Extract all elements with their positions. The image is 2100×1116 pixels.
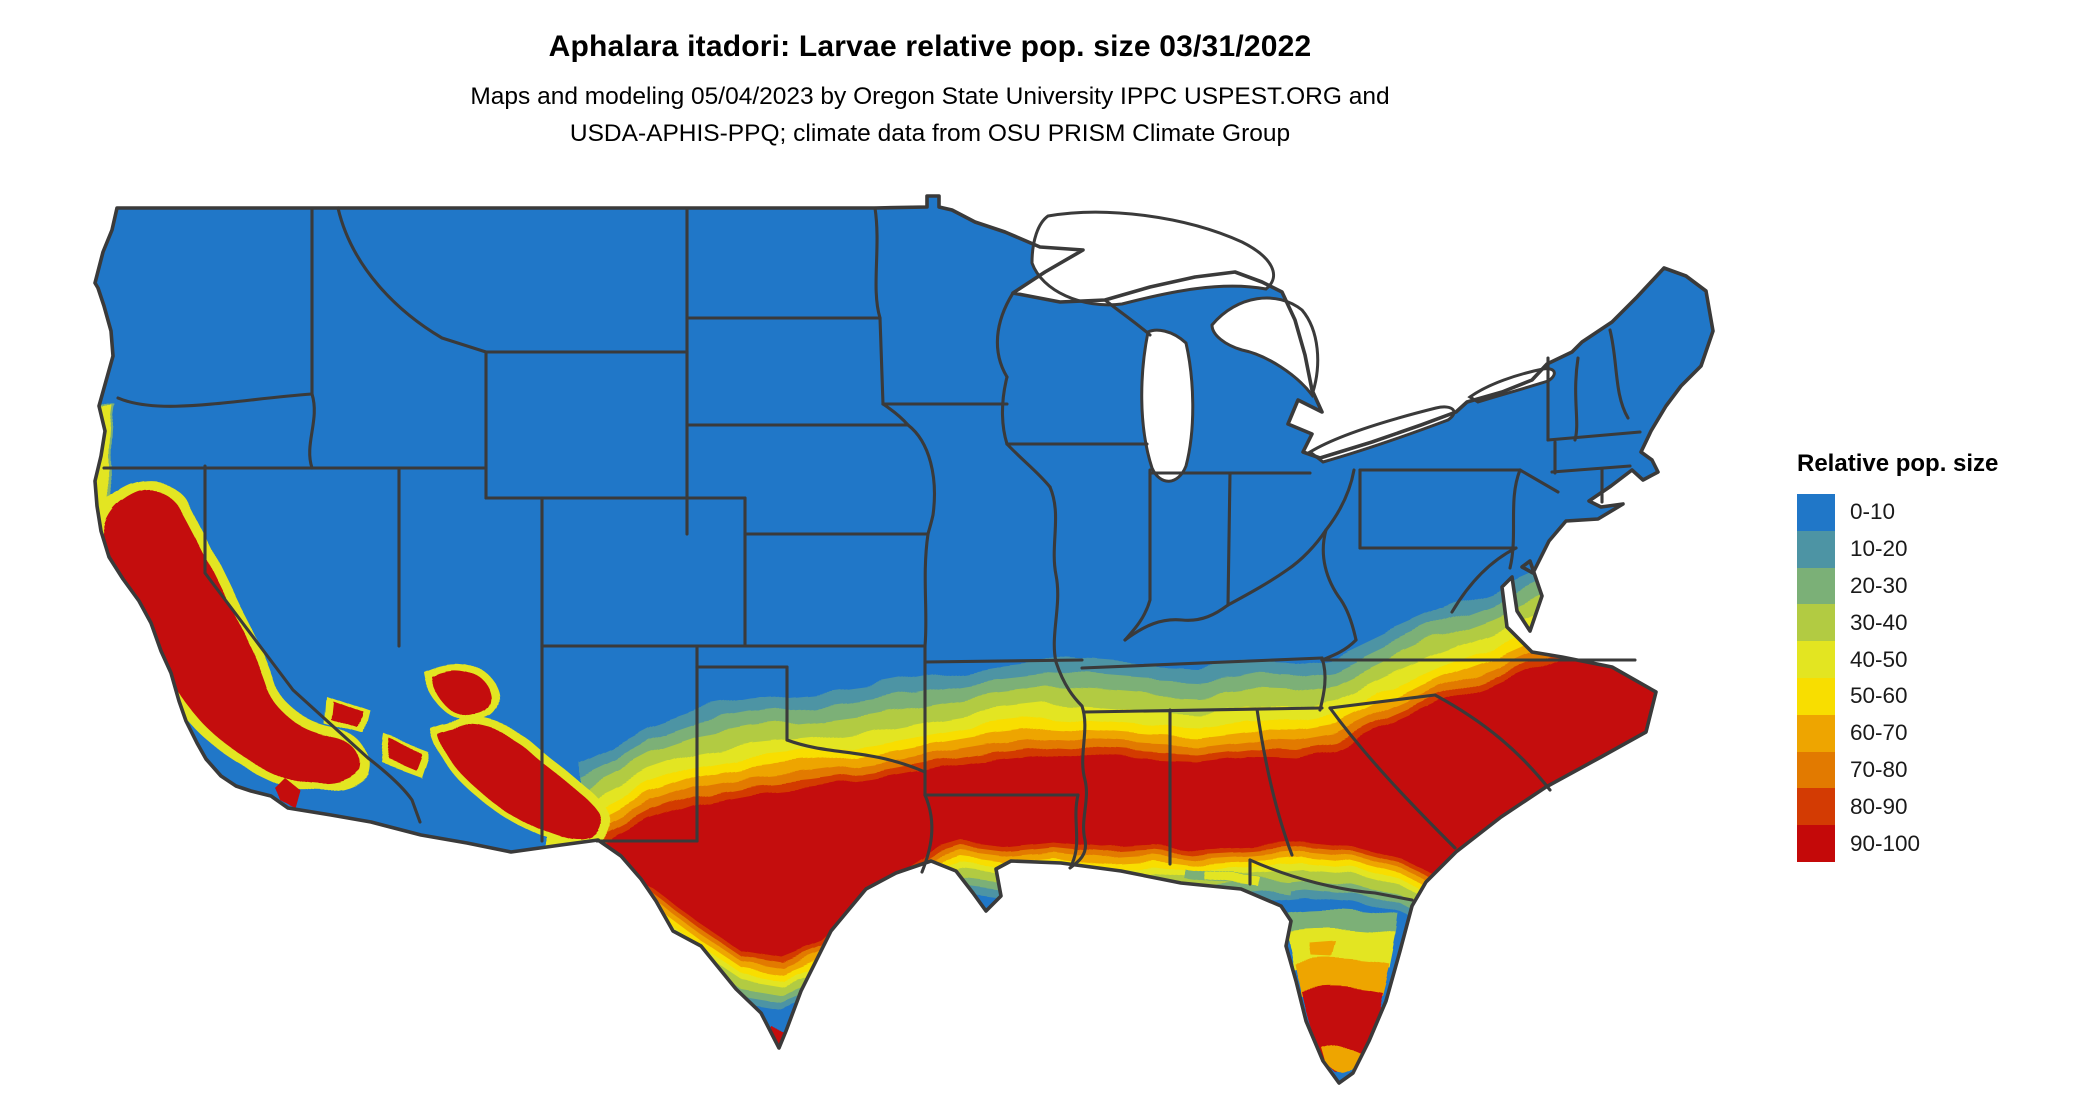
legend-swatch-20-30 bbox=[1797, 567, 1835, 605]
lake-superior bbox=[1030, 210, 1276, 307]
legend-label: 20-30 bbox=[1850, 572, 1908, 598]
subtitle-line-1: Maps and modeling 05/04/2023 by Oregon S… bbox=[470, 83, 1390, 110]
legend-label: 70-80 bbox=[1850, 756, 1908, 782]
legend-item-60-70: 60-70 bbox=[1797, 714, 1998, 752]
page-title: Aphalara itadori: Larvae relative pop. s… bbox=[548, 30, 1312, 63]
state-borders bbox=[102, 206, 1642, 902]
great-lakes bbox=[1030, 210, 1556, 483]
legend-swatch-0-10 bbox=[1797, 494, 1835, 531]
legend-label: 10-20 bbox=[1850, 536, 1908, 562]
band-90-100 bbox=[578, 576, 1713, 1035]
legend-swatch-10-20 bbox=[1797, 530, 1835, 568]
legend-item-80-90: 80-90 bbox=[1797, 788, 1998, 826]
legend-swatch-40-50 bbox=[1797, 641, 1835, 678]
legend-swatch-90-100 bbox=[1797, 825, 1835, 862]
legend-item-70-80: 70-80 bbox=[1797, 751, 1998, 789]
header: Aphalara itadori: Larvae relative pop. s… bbox=[0, 30, 1860, 152]
legend-label: 90-100 bbox=[1850, 830, 1921, 856]
legend-item-50-60: 50-60 bbox=[1797, 677, 1998, 715]
legend-swatch-30-40 bbox=[1797, 604, 1835, 642]
legend-swatch-70-80 bbox=[1797, 751, 1835, 789]
legend-item-10-20: 10-20 bbox=[1797, 530, 1998, 568]
us-map-svg bbox=[93, 194, 1715, 1085]
legend-swatch-80-90 bbox=[1797, 788, 1835, 826]
legend-label: 60-70 bbox=[1850, 720, 1908, 746]
legend-item-40-50: 40-50 bbox=[1797, 641, 1998, 678]
lake-michigan bbox=[1140, 328, 1195, 483]
legend-items: 0-10 10-20 20-30 30-40 40-50 50-60 60-70 70-80 8… bbox=[1797, 494, 1998, 862]
legend-swatch-60-70 bbox=[1797, 714, 1835, 752]
legend-label: 30-40 bbox=[1850, 609, 1908, 635]
legend: Relative pop. size 0-10 10-20 20-30 30-40 40… bbox=[1797, 450, 1998, 862]
legend-swatch-50-60 bbox=[1797, 677, 1835, 715]
legend-label: 50-60 bbox=[1850, 683, 1908, 709]
legend-title: Relative pop. size bbox=[1797, 450, 1999, 477]
subtitle-line-2: USDA-APHIS-PPQ; climate data from OSU PR… bbox=[569, 120, 1291, 147]
legend-item-0-10: 0-10 bbox=[1797, 494, 1998, 531]
legend-label: 0-10 bbox=[1850, 499, 1896, 525]
legend-item-90-100: 90-100 bbox=[1797, 825, 1998, 862]
legend-label: 80-90 bbox=[1850, 793, 1908, 819]
us-map bbox=[40, 140, 1780, 1116]
legend-item-20-30: 20-30 bbox=[1797, 567, 1998, 605]
legend-item-30-40: 30-40 bbox=[1797, 604, 1998, 642]
legend-label: 40-50 bbox=[1850, 646, 1908, 672]
page-subtitle: Maps and modeling 05/04/2023 by Oregon S… bbox=[0, 78, 1860, 152]
